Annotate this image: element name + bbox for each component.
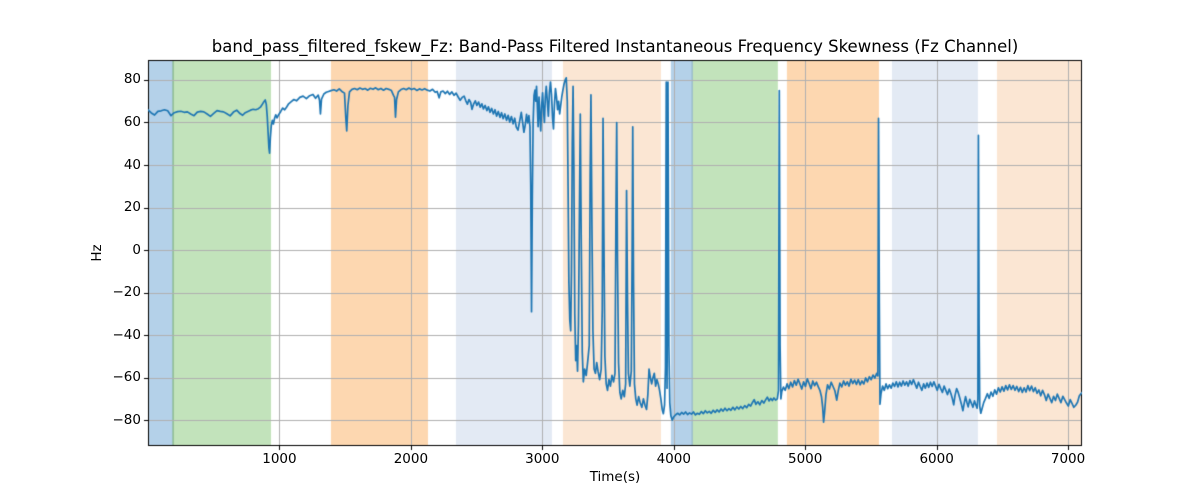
- y-tick-label: 40: [123, 156, 141, 173]
- x-tick-label: 6000: [919, 451, 954, 467]
- x-tick-label: 7000: [1050, 451, 1086, 467]
- y-tick-label: −60: [112, 369, 142, 386]
- x-tick-label: 5000: [788, 451, 823, 467]
- y-tick-label: −20: [112, 284, 142, 301]
- y-tick-label: −40: [112, 326, 142, 343]
- chart-title: band_pass_filtered_fskew_Fz: Band-Pass F…: [211, 37, 1019, 56]
- x-axis-label: Time(s): [589, 469, 641, 485]
- y-tick-label: 80: [123, 71, 141, 88]
- y-tick-label: 0: [132, 241, 141, 258]
- y-tick-label: −80: [112, 411, 142, 428]
- y-tick-label: 20: [123, 199, 141, 215]
- x-tick-label: 2000: [393, 451, 429, 467]
- x-tick-label: 4000: [656, 451, 691, 467]
- x-tick-label: 1000: [262, 451, 297, 467]
- y-tick-label: 60: [123, 113, 141, 130]
- x-tick-label: 3000: [525, 451, 560, 467]
